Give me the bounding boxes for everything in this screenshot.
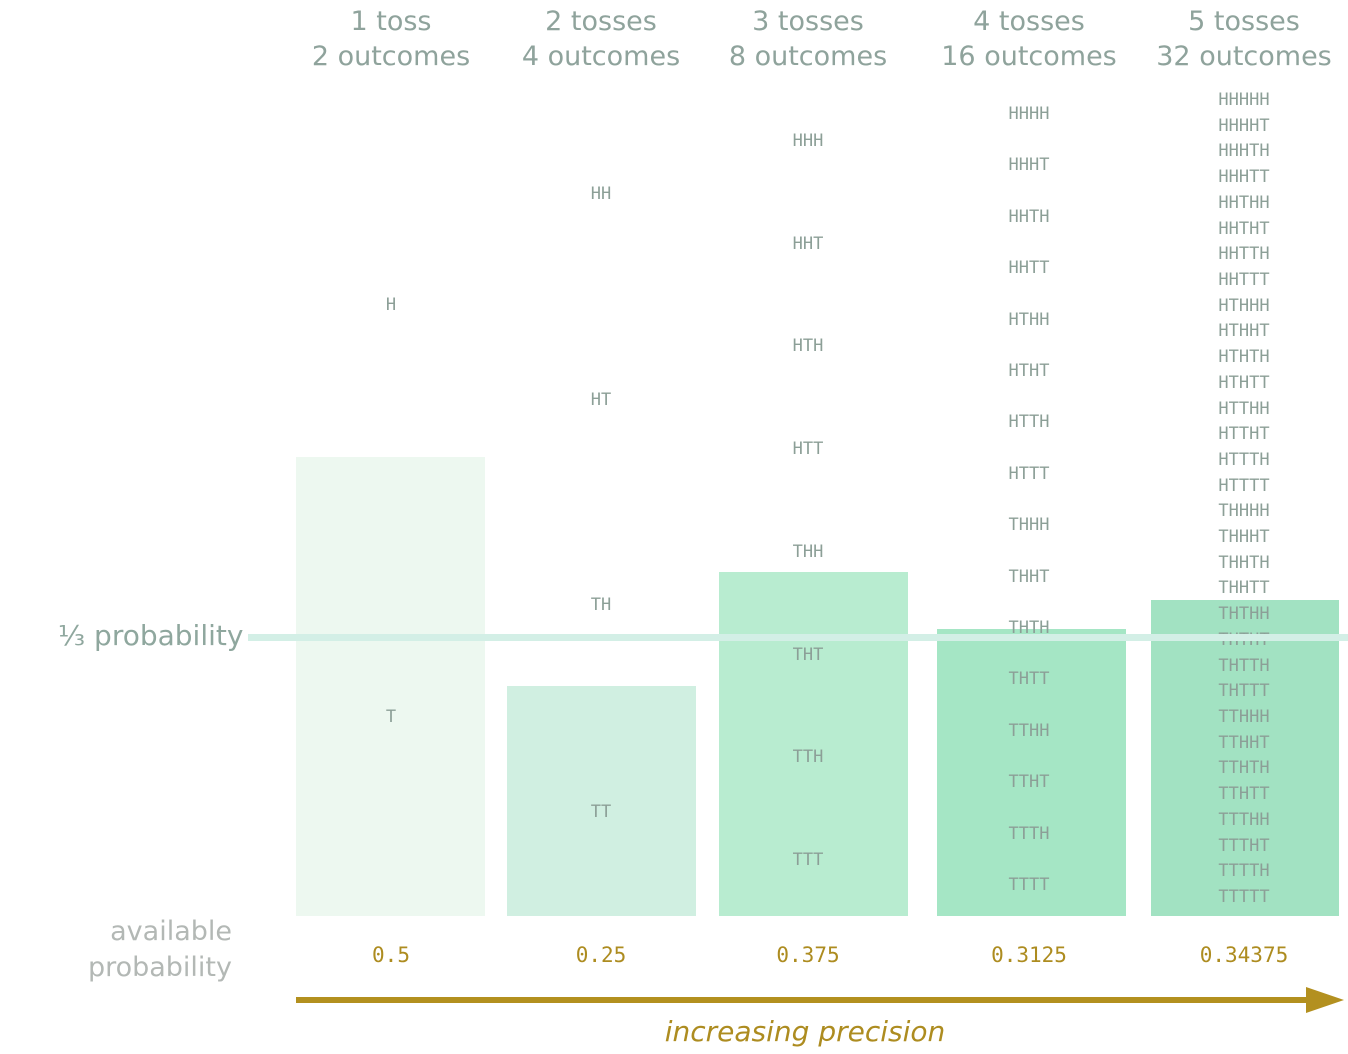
available-label-line-1: available	[110, 916, 232, 947]
column-heading: 4 tosses 16 outcomes	[919, 4, 1139, 74]
available-label-line-2: probability	[87, 952, 232, 983]
outcome-sequence: TTT	[792, 850, 824, 870]
outcome-sequence: HHHT	[1008, 155, 1050, 176]
column-heading-line: 5 tosses	[1188, 6, 1300, 37]
outcome-sequence: HHHHT	[1218, 115, 1270, 136]
one-third-line	[248, 634, 1348, 641]
column-heading-line: 8 outcomes	[728, 41, 888, 72]
outcome-sequence: THHT	[1008, 566, 1050, 587]
outcome-sequence: TTTTT	[1218, 887, 1270, 907]
probability-bar	[1151, 600, 1339, 916]
available-probability-value: 0.3125	[991, 943, 1067, 967]
outcome-sequence: H	[385, 295, 397, 315]
outcome-sequence: HHTTT	[1218, 269, 1270, 290]
outcome-sequence: HTTTH	[1218, 449, 1270, 470]
column-heading-line: 4 tosses	[973, 6, 1085, 37]
outcome-sequence: HHT	[792, 233, 824, 254]
outcome-sequence: HTHHT	[1218, 321, 1270, 342]
outcome-sequence: HHTH	[1008, 206, 1050, 227]
outcome-sequence: TTHHH	[1218, 707, 1270, 728]
outcome-sequence: HTH	[792, 336, 824, 357]
outcome-sequence: THTHH	[1218, 604, 1270, 625]
outcome-sequence: TTHHT	[1218, 732, 1270, 753]
outcome-sequence: TH	[590, 595, 612, 615]
column-heading-line: 1 toss	[350, 6, 432, 37]
outcome-sequence: TTH	[792, 747, 824, 768]
outcome-sequence: HTTHT	[1218, 424, 1270, 445]
outcome-sequence: TT	[590, 802, 612, 822]
probability-bar	[719, 572, 908, 916]
column-heading: 2 tosses 4 outcomes	[491, 4, 711, 74]
outcome-sequence: THHTH	[1218, 552, 1270, 573]
column-heading-line: 3 tosses	[752, 6, 864, 37]
one-third-label: ⅓ probability	[58, 619, 244, 652]
outcome-sequence: THHHT	[1218, 527, 1270, 548]
outcome-sequence: HHHTH	[1218, 141, 1270, 162]
outcome-sequence: THTH	[1008, 618, 1050, 638]
available-probability-value: 0.5	[372, 943, 410, 967]
outcome-sequence: HTT	[792, 439, 824, 460]
outcome-sequence: HHHTT	[1218, 167, 1270, 188]
outcome-sequence: THHHH	[1218, 501, 1270, 522]
outcome-sequence: THTT	[1008, 669, 1050, 690]
column-heading-line: 2 outcomes	[311, 41, 471, 72]
outcome-sequence: HTHHH	[1218, 295, 1270, 316]
outcome-sequence: HHH	[792, 131, 824, 151]
outcome-sequence: TTTTH	[1218, 861, 1270, 882]
outcome-sequence: TTHT	[1008, 772, 1050, 793]
available-probability-value: 0.375	[776, 943, 840, 967]
outcome-sequence: HHHH	[1008, 104, 1050, 124]
increasing-precision-label: increasing precision	[664, 1015, 946, 1048]
precision-arrow-head-icon	[1306, 987, 1344, 1013]
column-heading: 1 toss 2 outcomes	[281, 4, 501, 74]
column-heading: 5 tosses 32 outcomes	[1134, 4, 1348, 74]
available-probability-value: 0.34375	[1199, 943, 1289, 967]
column-heading-line: 2 tosses	[545, 6, 657, 37]
outcome-sequence: T	[385, 707, 397, 727]
outcome-sequence: HTHTH	[1218, 347, 1270, 368]
outcome-sequence: HTHH	[1008, 309, 1050, 330]
column-heading-line: 4 outcomes	[521, 41, 681, 72]
outcome-sequence: HHTHH	[1218, 192, 1270, 213]
outcome-sequence: THTTH	[1218, 655, 1270, 676]
outcome-sequence: THTTT	[1218, 681, 1270, 702]
outcome-sequence: TTTH	[1008, 823, 1050, 844]
outcome-sequence: TTTT	[1008, 875, 1050, 895]
outcome-sequence: THT	[792, 644, 824, 665]
outcome-sequence: HTTT	[1008, 463, 1050, 484]
outcome-sequence: HH	[590, 184, 612, 204]
outcome-sequence: THH	[792, 541, 824, 562]
outcome-sequence: HTTTT	[1218, 475, 1270, 496]
outcome-sequence: HHHHH	[1218, 90, 1270, 110]
outcome-sequence: THHH	[1008, 515, 1050, 536]
available-probability-label: available probability	[40, 914, 232, 986]
outcome-sequence: HTTH	[1008, 412, 1050, 433]
column-heading: 3 tosses 8 outcomes	[698, 4, 918, 74]
outcome-sequence: HTHT	[1008, 361, 1050, 381]
outcome-sequence: TTTHH	[1218, 809, 1270, 830]
outcome-sequence: HT	[590, 390, 612, 410]
outcome-sequence: TTTHT	[1218, 835, 1270, 856]
outcome-sequence: HHTTH	[1218, 244, 1270, 265]
outcome-sequence: THHTT	[1218, 578, 1270, 599]
available-probability-value: 0.25	[575, 943, 627, 967]
column-heading-line: 32 outcomes	[1156, 41, 1332, 72]
outcome-sequence: TTHH	[1008, 720, 1050, 741]
outcome-sequence: TTHTT	[1218, 784, 1270, 805]
outcome-sequence: HHTHT	[1218, 218, 1270, 239]
probability-bar	[507, 686, 696, 916]
column-heading-line: 16 outcomes	[941, 41, 1117, 72]
probability-bar	[937, 629, 1126, 916]
probability-bar	[296, 457, 485, 916]
outcome-sequence: TTHTH	[1218, 758, 1270, 779]
outcome-sequence: HHTT	[1008, 258, 1050, 279]
outcome-sequence: HTTHH	[1218, 398, 1270, 419]
precision-arrow-line	[296, 997, 1312, 1003]
outcome-sequence: HTHTT	[1218, 372, 1270, 393]
